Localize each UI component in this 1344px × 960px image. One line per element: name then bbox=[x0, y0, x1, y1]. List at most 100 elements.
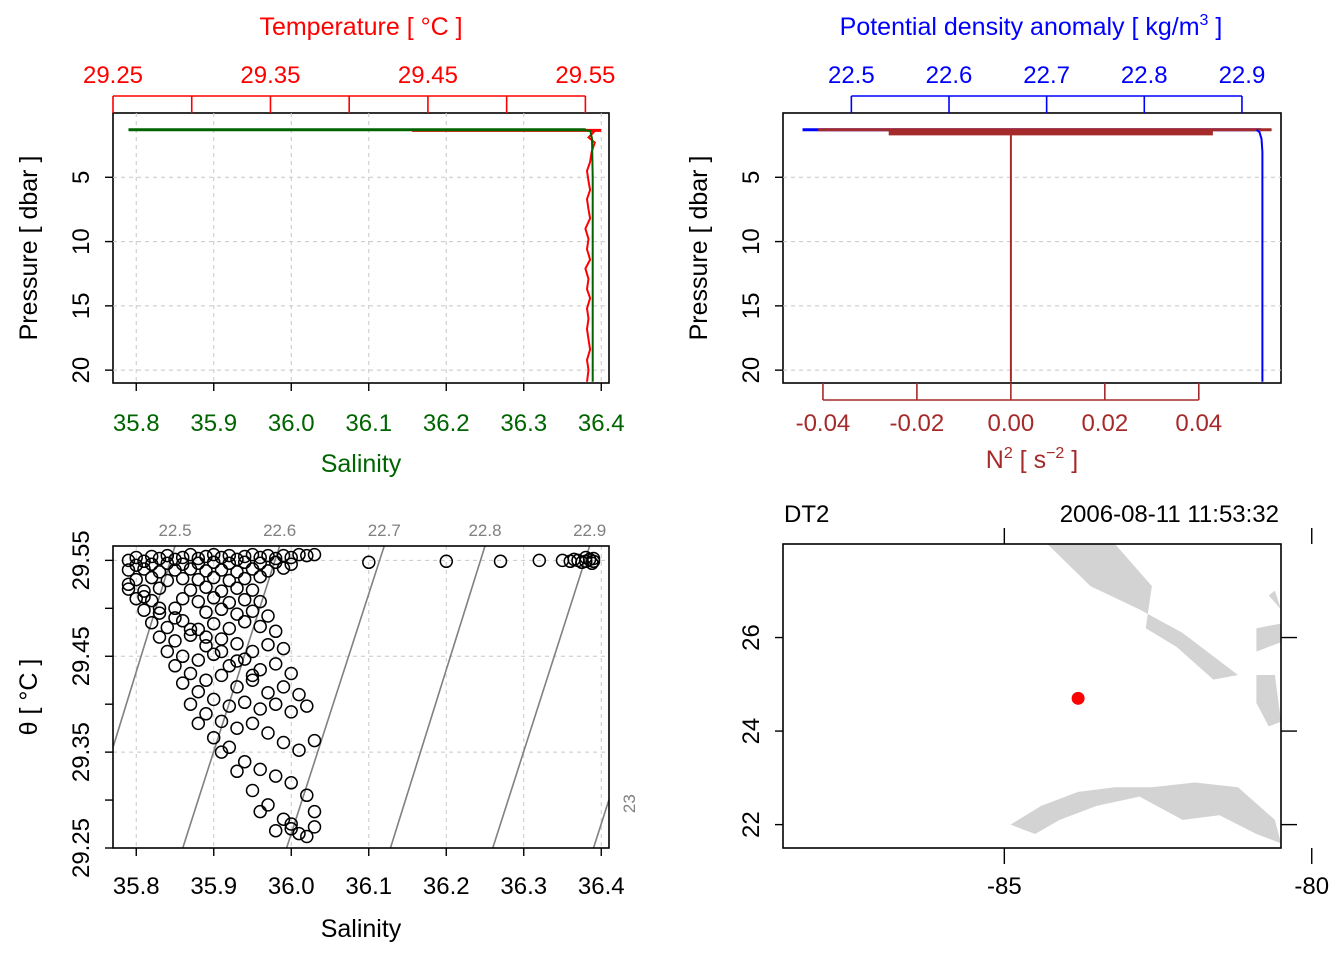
density-axis: 22.5 22.6 22.7 22.8 22.9 bbox=[828, 62, 1265, 113]
ts-point bbox=[276, 641, 291, 656]
ts-point bbox=[284, 817, 298, 831]
ts-point bbox=[199, 605, 213, 619]
profile-lines bbox=[802, 128, 1272, 382]
salinity-tick-label: 36.1 bbox=[345, 410, 392, 437]
ts-point bbox=[191, 594, 206, 609]
theta-tick-label: 29.55 bbox=[68, 530, 95, 590]
ts-point bbox=[168, 601, 182, 616]
ts-point bbox=[191, 551, 206, 566]
temperature-axis-title: Temperature [ °C ] bbox=[259, 13, 462, 41]
ts-point bbox=[292, 826, 306, 841]
isopycnal-label: 22.8 bbox=[468, 521, 501, 540]
ts-point bbox=[253, 702, 267, 716]
profile-lines bbox=[128, 128, 602, 382]
salinity-tick-label: 36.4 bbox=[578, 410, 625, 437]
pressure-tick-label: 10 bbox=[68, 228, 95, 255]
ts-point bbox=[183, 697, 198, 711]
ts-point bbox=[222, 556, 237, 571]
ts-point bbox=[261, 609, 275, 623]
ts-point bbox=[152, 601, 167, 616]
n2-tick-label: 0.02 bbox=[1081, 410, 1128, 437]
salinity-tick-label: 35.8 bbox=[113, 410, 160, 437]
ts-point bbox=[206, 555, 221, 570]
isopycnal-line bbox=[285, 545, 386, 849]
density-tick-label: 22.5 bbox=[828, 62, 875, 89]
ts-point bbox=[300, 548, 314, 563]
plot-frame bbox=[112, 112, 610, 384]
pressure-tick-label: 20 bbox=[68, 357, 95, 384]
theta-tick-label: 29.45 bbox=[68, 626, 95, 686]
ts-point bbox=[253, 619, 267, 634]
ts-point bbox=[276, 812, 291, 826]
ts-point bbox=[276, 561, 291, 575]
n2-tick-label: 0.04 bbox=[1175, 410, 1222, 437]
land-polygon bbox=[1268, 590, 1281, 610]
station-label: DT2 bbox=[784, 501, 829, 528]
temperature-tick-label: 29.25 bbox=[83, 62, 143, 89]
salinity-tick-label: 36.1 bbox=[345, 873, 392, 900]
isopycnal-line bbox=[389, 545, 486, 849]
ts-point bbox=[276, 680, 291, 694]
theta-axis: 29.25 29.35 29.45 29.55 bbox=[68, 530, 113, 878]
ts-point bbox=[253, 550, 267, 565]
ts-point bbox=[137, 554, 151, 569]
n2-tick-label: -0.02 bbox=[890, 410, 945, 437]
ts-point bbox=[222, 699, 237, 713]
longitude-tick-label: -85 bbox=[987, 873, 1022, 900]
salinity-tick-label: 36.0 bbox=[268, 873, 315, 900]
latitude-tick-label: 22 bbox=[738, 811, 765, 838]
ts-point bbox=[307, 804, 322, 819]
ts-point bbox=[268, 697, 283, 711]
ts-point bbox=[222, 659, 237, 673]
ts-point bbox=[268, 769, 283, 783]
ts-point bbox=[199, 564, 213, 578]
ts-point bbox=[230, 654, 244, 668]
ts-point bbox=[199, 707, 213, 721]
gridlines bbox=[113, 113, 609, 383]
ts-point bbox=[206, 647, 221, 662]
ts-point bbox=[214, 668, 229, 683]
ts-point bbox=[222, 740, 237, 755]
n2-tick-label: -0.04 bbox=[796, 410, 851, 437]
ts-point bbox=[206, 570, 221, 585]
map-axes: -85 -80 22 24 26 bbox=[738, 528, 1329, 900]
station-map-panel: -85 -80 22 24 26 DT2 2006-08-11 11:53:32 bbox=[738, 501, 1329, 900]
pressure-tick-label: 5 bbox=[68, 171, 95, 184]
pressure-tick-label: 15 bbox=[738, 293, 765, 320]
ts-point bbox=[284, 550, 298, 565]
n2-axis-title: N2 [ s−2 ] bbox=[986, 445, 1078, 474]
density-profile-line bbox=[1255, 128, 1264, 382]
ts-point bbox=[175, 550, 190, 565]
ts-point bbox=[439, 554, 454, 569]
ts-point bbox=[532, 553, 547, 568]
ts-point bbox=[183, 666, 198, 681]
ts-point bbox=[137, 603, 151, 617]
temperature-salinity-profile-panel: 29.25 29.35 29.45 29.55 35.8 35.9 36.0 36.1 36.… bbox=[15, 13, 625, 478]
ts-point bbox=[284, 776, 298, 790]
ts-point bbox=[152, 630, 167, 644]
ts-point bbox=[183, 583, 198, 597]
ts-point bbox=[261, 798, 275, 812]
ts-point bbox=[292, 743, 306, 757]
salinity-tick-label: 36.2 bbox=[423, 410, 470, 437]
ts-point bbox=[284, 666, 298, 681]
ts-point bbox=[168, 611, 182, 625]
density-tick-label: 22.7 bbox=[1023, 62, 1070, 89]
ts-point bbox=[199, 580, 213, 594]
ts-point bbox=[206, 730, 221, 745]
temperature-profile-line bbox=[582, 128, 597, 382]
ts-point bbox=[183, 622, 198, 637]
ts-point bbox=[206, 591, 221, 605]
ts-point bbox=[121, 553, 136, 568]
temperature-tick-label: 29.45 bbox=[398, 62, 458, 89]
ts-point bbox=[307, 820, 322, 834]
ts-point bbox=[191, 716, 206, 731]
ts-point bbox=[168, 563, 182, 577]
density-tick-label: 22.8 bbox=[1121, 62, 1168, 89]
ts-point bbox=[230, 552, 244, 567]
salinity-axis: 35.8 35.9 36.0 36.1 36.2 36.3 36.4 bbox=[113, 383, 625, 437]
ts-point bbox=[183, 562, 198, 576]
ts-point bbox=[191, 653, 206, 667]
ts-point bbox=[129, 572, 143, 587]
